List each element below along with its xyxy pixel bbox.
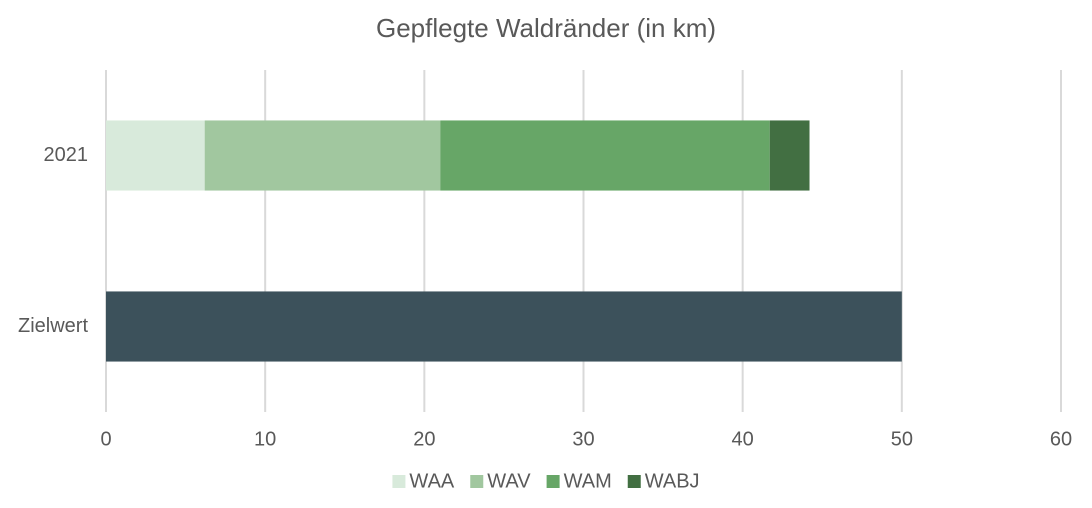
y-tick-label: 2021 <box>44 144 89 166</box>
x-tick-label: 20 <box>413 428 435 450</box>
legend: WAA WAV WAM WABJ <box>392 470 700 492</box>
x-tick-label: 40 <box>732 428 754 450</box>
x-tick-label: 0 <box>100 428 111 450</box>
x-tick-label: 50 <box>891 428 913 450</box>
x-tick-label: 60 <box>1050 428 1072 450</box>
legend-label: WABJ <box>645 470 700 492</box>
legend-label: WAM <box>564 470 612 492</box>
bar-segment <box>440 120 770 191</box>
legend-label: WAV <box>487 470 531 492</box>
bar-segment <box>769 120 810 191</box>
legend-swatch <box>546 475 560 488</box>
bar-segment <box>106 120 205 191</box>
bar-segment <box>106 291 902 362</box>
legend-swatch <box>627 475 641 488</box>
legend-swatch <box>392 475 406 488</box>
chart-title: Gepflegte Waldränder (in km) <box>376 13 716 43</box>
x-tick-label: 10 <box>254 428 276 450</box>
legend-label: WAA <box>409 470 454 492</box>
x-tick-label: 30 <box>572 428 594 450</box>
bar-segment <box>204 120 441 191</box>
legend-swatch <box>470 475 484 488</box>
y-tick-label: Zielwert <box>18 315 88 337</box>
